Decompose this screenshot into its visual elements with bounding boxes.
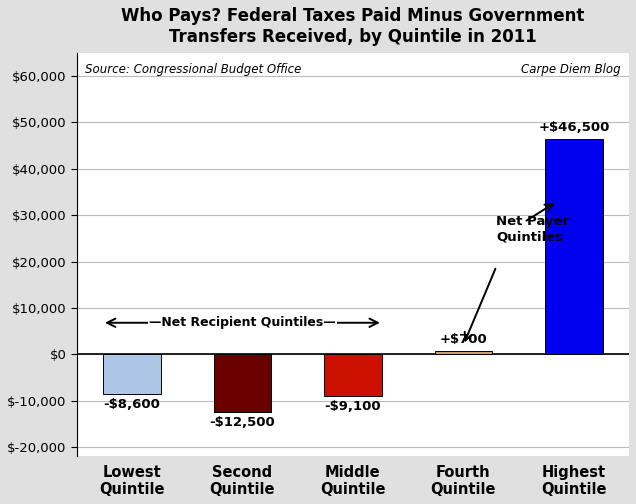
Text: Source: Congressional Budget Office: Source: Congressional Budget Office [85,63,301,76]
Text: +$700: +$700 [439,334,487,346]
Text: -$8,600: -$8,600 [104,398,160,411]
Bar [434,351,492,354]
Text: Net Payer
Quintiles: Net Payer Quintiles [497,215,570,243]
Bar [214,354,271,412]
Bar [324,354,382,397]
Bar [545,139,602,354]
Text: Carpe Diem Blog: Carpe Diem Blog [521,63,621,76]
Title: Who Pays? Federal Taxes Paid Minus Government
Transfers Received, by Quintile in: Who Pays? Federal Taxes Paid Minus Gover… [121,7,584,46]
Text: -$9,100: -$9,100 [324,400,381,413]
Text: +$46,500: +$46,500 [538,121,609,134]
Text: —Net Recipient Quintiles—: —Net Recipient Quintiles— [149,317,336,329]
Text: -$12,500: -$12,500 [209,416,275,429]
Bar [103,354,161,394]
